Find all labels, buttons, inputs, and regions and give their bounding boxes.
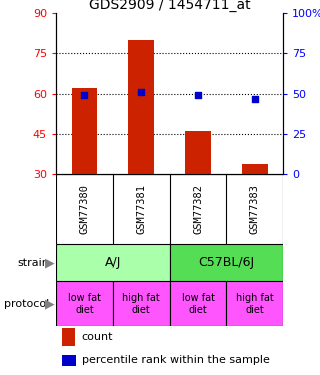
Text: ▶: ▶ xyxy=(45,297,54,310)
Bar xyxy=(170,244,283,281)
Text: high fat
diet: high fat diet xyxy=(236,293,274,315)
Bar xyxy=(72,88,97,174)
Point xyxy=(252,96,257,102)
Text: strain: strain xyxy=(18,258,50,267)
Bar xyxy=(185,131,211,174)
Point xyxy=(196,92,201,98)
Text: count: count xyxy=(82,332,113,342)
Point xyxy=(139,89,144,95)
Text: GSM77382: GSM77382 xyxy=(193,184,203,234)
Text: low fat
diet: low fat diet xyxy=(68,293,101,315)
Text: GSM77381: GSM77381 xyxy=(136,184,146,234)
Text: GSM77383: GSM77383 xyxy=(250,184,260,234)
Bar xyxy=(62,354,76,366)
Bar xyxy=(242,164,268,174)
Text: percentile rank within the sample: percentile rank within the sample xyxy=(82,356,269,365)
Bar xyxy=(227,281,283,326)
Title: GDS2909 / 1454711_at: GDS2909 / 1454711_at xyxy=(89,0,251,12)
Bar xyxy=(128,40,154,174)
Text: low fat
diet: low fat diet xyxy=(181,293,214,315)
Text: ▶: ▶ xyxy=(45,256,54,269)
Text: high fat
diet: high fat diet xyxy=(122,293,160,315)
Text: protocol: protocol xyxy=(4,299,50,309)
Bar xyxy=(56,281,113,326)
Bar xyxy=(170,281,227,326)
Text: C57BL/6J: C57BL/6J xyxy=(198,256,254,269)
Text: GSM77380: GSM77380 xyxy=(79,184,89,234)
Bar xyxy=(56,244,170,281)
Bar xyxy=(113,281,170,326)
Point xyxy=(82,92,87,98)
Text: A/J: A/J xyxy=(105,256,121,269)
Bar xyxy=(62,328,75,345)
